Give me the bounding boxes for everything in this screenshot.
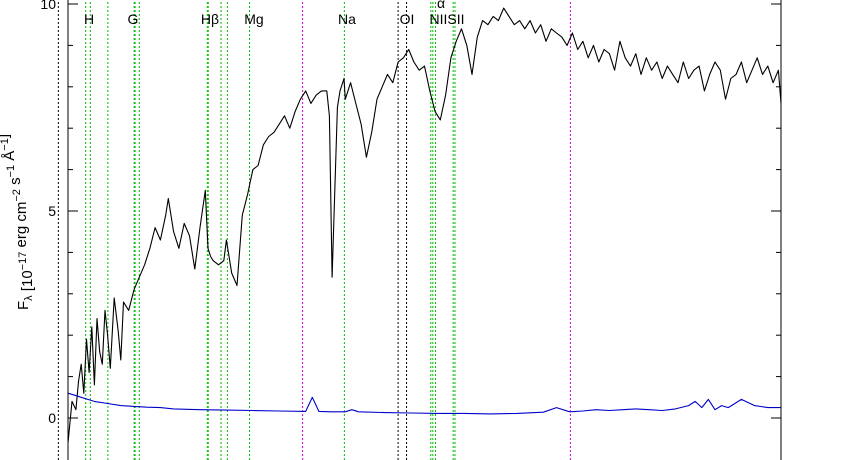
line-label-nii_sii-0: NIISII [429, 11, 464, 27]
line-label-absorption-11: Na [338, 11, 356, 27]
y-tick-label-2: 10 [40, 0, 56, 12]
line-label-absorption-4: G [128, 11, 139, 27]
y-tick-label-0: 0 [48, 410, 56, 426]
flux-line [67, 7, 782, 443]
error-series [67, 392, 781, 415]
error-line [67, 392, 781, 415]
y-axis: 0 5 10 [40, 0, 781, 426]
flux-series [67, 7, 782, 443]
line-label-absorption-10: Mg [244, 11, 263, 27]
y-axis-title: Fλ [10−17 erg cm−2 s−1 Å−1] [0, 134, 36, 310]
y-tick-label-1: 5 [48, 203, 56, 219]
plot-frame [67, 0, 782, 460]
vertical-line-markers [57, 2, 571, 460]
line-label-absorption-1: H [84, 11, 94, 27]
line-label-emission-1: OI [400, 11, 415, 27]
line-label-nii_sii-2: α [437, 0, 445, 11]
line-label-absorption-7: Hβ [201, 11, 219, 27]
